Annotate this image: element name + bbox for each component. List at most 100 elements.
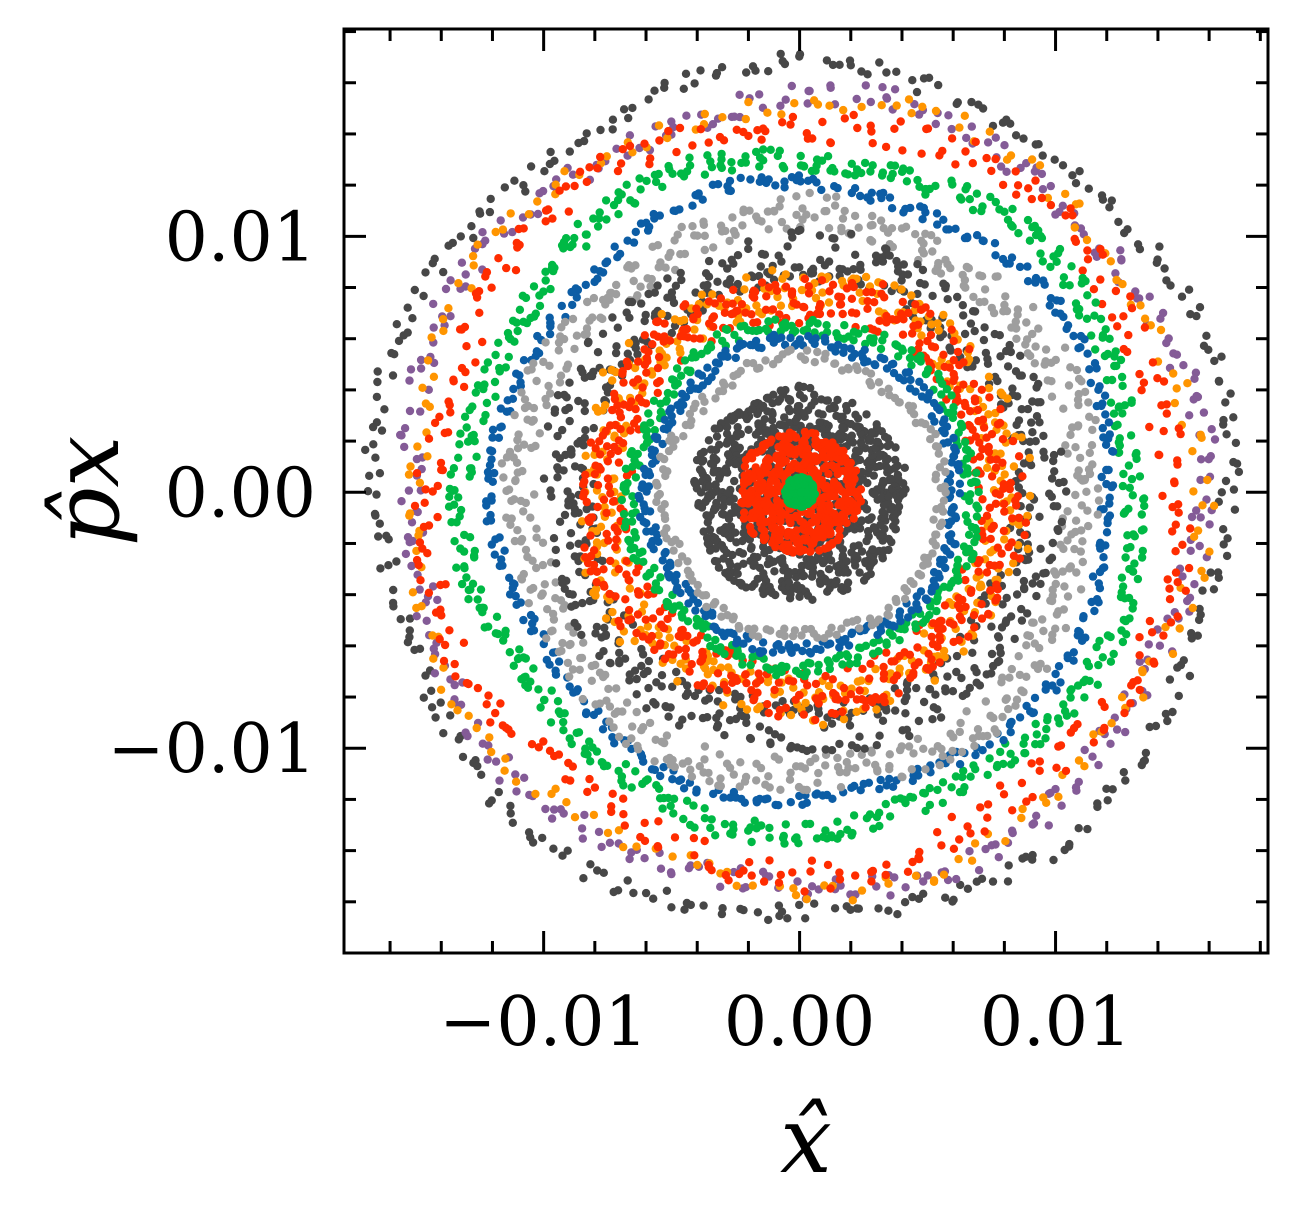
data-point <box>1103 514 1113 523</box>
data-point <box>629 238 639 247</box>
data-point <box>417 602 426 611</box>
data-point <box>876 775 885 785</box>
data-point <box>889 368 899 378</box>
data-point <box>454 493 463 502</box>
data-point <box>1025 503 1035 512</box>
data-point <box>1012 190 1021 199</box>
data-point <box>975 271 984 280</box>
data-point <box>573 439 582 448</box>
data-point <box>1053 502 1062 511</box>
data-point <box>827 623 836 632</box>
data-point <box>712 330 722 339</box>
data-point <box>668 852 677 861</box>
data-point <box>866 235 875 245</box>
data-point <box>764 915 773 925</box>
data-point <box>1083 246 1092 255</box>
data-point <box>830 904 840 913</box>
data-point <box>939 555 948 565</box>
data-point <box>501 363 510 372</box>
data-point <box>1229 413 1238 422</box>
data-point <box>1221 476 1231 486</box>
data-point <box>1124 593 1134 603</box>
data-point <box>589 710 599 720</box>
data-point <box>892 67 901 77</box>
data-point <box>998 435 1008 444</box>
data-point <box>1145 292 1154 301</box>
data-point <box>574 728 584 737</box>
data-point <box>868 211 877 221</box>
data-point <box>854 904 863 913</box>
data-point <box>776 195 785 204</box>
data-point <box>613 707 622 716</box>
data-point <box>998 673 1007 682</box>
data-point <box>462 573 471 582</box>
data-point <box>821 349 830 359</box>
data-point <box>1041 734 1050 743</box>
data-point <box>730 112 739 121</box>
data-point <box>555 186 564 195</box>
data-point <box>744 97 753 107</box>
data-point <box>625 403 634 412</box>
data-point <box>449 500 459 509</box>
data-point <box>1087 331 1096 340</box>
data-point <box>1017 778 1027 788</box>
data-point <box>559 809 568 818</box>
data-point <box>999 790 1009 799</box>
data-point <box>728 213 737 222</box>
data-point <box>955 835 964 844</box>
data-point <box>1015 713 1025 722</box>
data-point <box>780 183 789 192</box>
data-point <box>563 360 573 369</box>
data-point <box>541 217 550 226</box>
data-point <box>1083 506 1092 515</box>
data-point <box>428 487 437 496</box>
data-point <box>681 644 690 654</box>
data-point <box>835 767 845 777</box>
data-point <box>719 603 728 613</box>
data-point <box>540 167 549 176</box>
data-point <box>1101 410 1110 419</box>
data-point <box>948 687 958 696</box>
data-point <box>419 693 428 702</box>
data-point <box>524 210 534 219</box>
data-point <box>932 530 941 539</box>
data-point <box>599 868 608 877</box>
data-point <box>1066 693 1075 702</box>
data-point <box>732 125 741 134</box>
data-point <box>643 622 653 631</box>
data-point <box>1013 305 1023 314</box>
data-point <box>975 452 985 461</box>
data-point <box>639 757 648 766</box>
data-point <box>601 670 610 680</box>
data-point <box>556 332 565 341</box>
data-point <box>732 344 742 353</box>
data-point <box>885 812 895 821</box>
data-point <box>831 243 840 252</box>
data-point <box>1077 377 1086 386</box>
data-point <box>512 458 522 467</box>
data-point <box>687 660 696 669</box>
data-point <box>756 675 765 685</box>
data-point <box>541 276 550 285</box>
data-point <box>1177 292 1187 301</box>
data-point <box>709 243 718 252</box>
data-point <box>583 338 593 348</box>
data-point <box>720 308 730 317</box>
data-point <box>1117 573 1127 582</box>
data-point <box>567 450 576 459</box>
data-point <box>459 382 469 392</box>
data-point <box>659 624 669 633</box>
data-point <box>1063 507 1072 516</box>
data-point <box>1107 196 1117 205</box>
data-point <box>876 189 885 198</box>
data-point <box>572 331 582 340</box>
data-point <box>563 658 573 668</box>
data-point <box>654 352 664 362</box>
data-point <box>937 841 946 850</box>
data-point <box>1061 211 1070 220</box>
data-point <box>905 384 915 393</box>
data-point <box>1022 318 1031 327</box>
data-point <box>980 827 989 836</box>
data-point <box>506 209 515 218</box>
data-point <box>479 384 488 394</box>
